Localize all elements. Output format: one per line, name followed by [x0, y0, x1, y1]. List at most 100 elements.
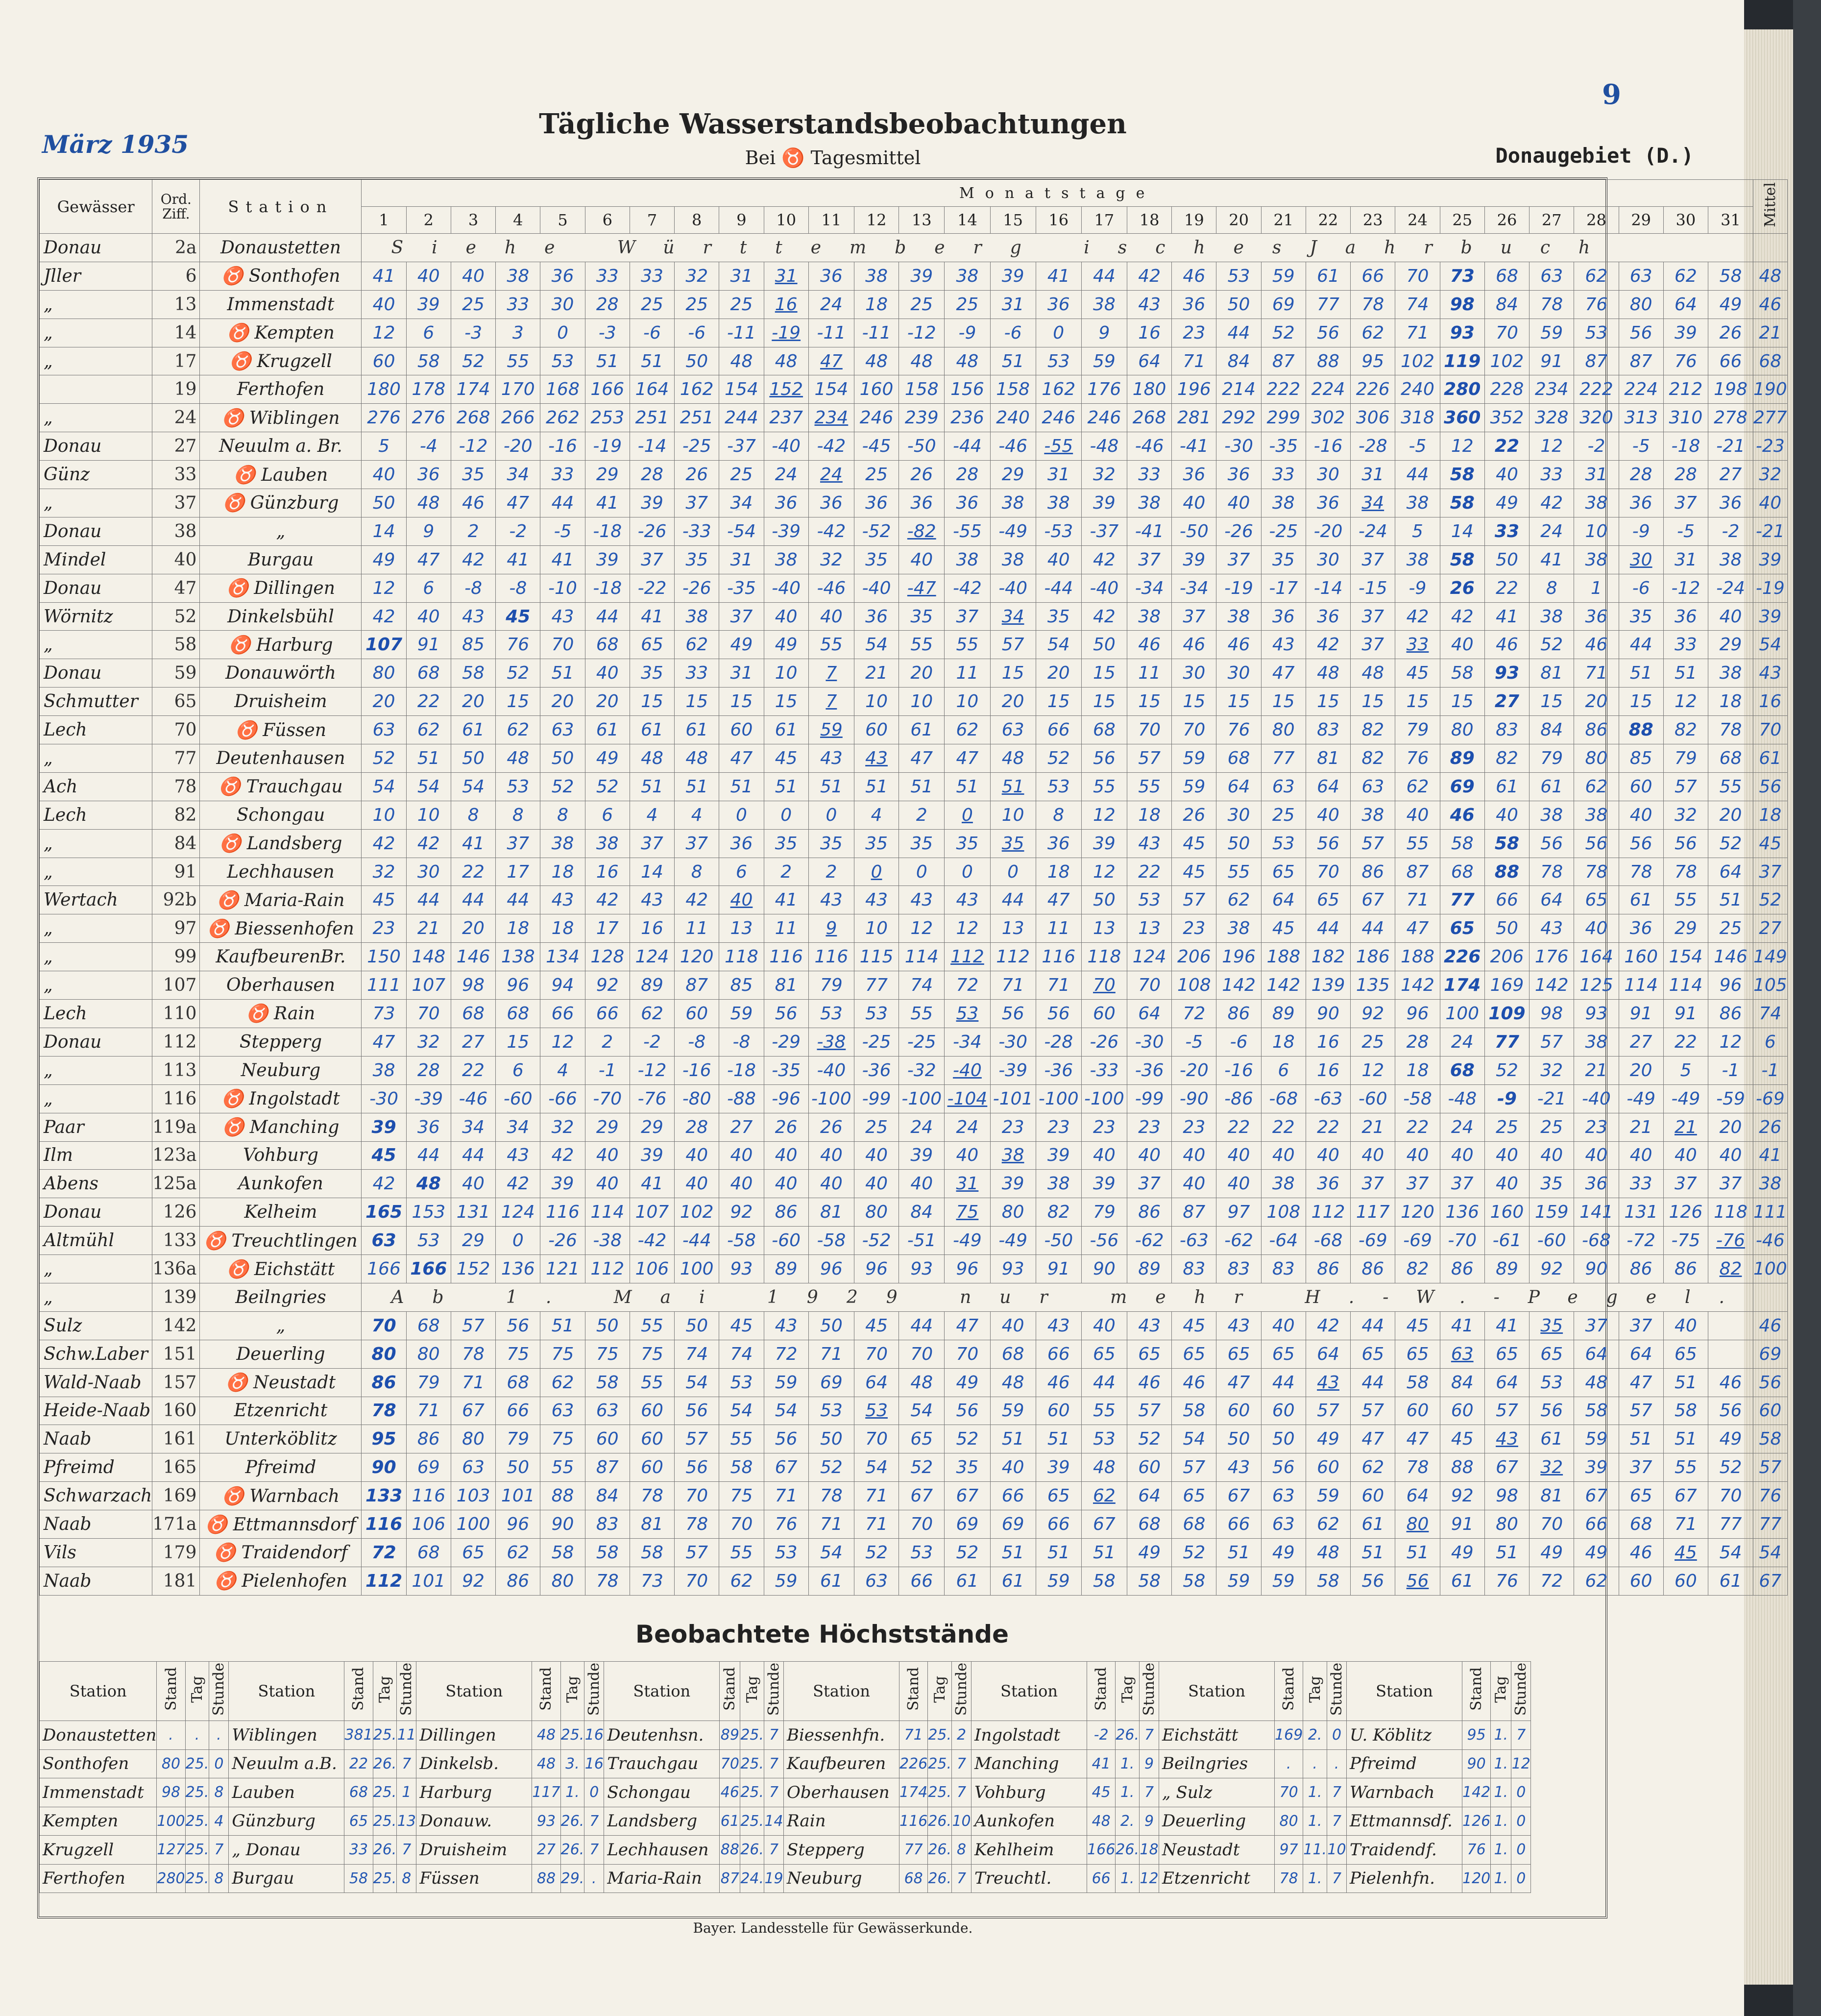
value-cell: 36 — [1035, 829, 1082, 858]
hoechststaende-title: Beobachtete Höchststände — [635, 1620, 1009, 1648]
value-cell: 83 — [1261, 1254, 1306, 1283]
day-header: 3 — [450, 206, 496, 234]
value-cell: 52 — [1529, 630, 1575, 660]
value-cell: 1 — [1574, 573, 1619, 603]
value-cell: 53 — [406, 1226, 451, 1255]
hs-stand: 68 — [344, 1778, 373, 1807]
value-cell: 36 — [1618, 914, 1664, 943]
value-cell: 60 — [1395, 1396, 1440, 1426]
value-cell: 15 — [1126, 687, 1172, 716]
value-cell: -55 — [944, 516, 991, 546]
value-cell: 111 — [361, 971, 407, 1000]
table-row: Ilm 123a Vohburg 45 44 44 43 42 40 39 40 40 40 40 40 39… — [39, 1141, 1788, 1170]
value-cell: 244 — [719, 403, 764, 433]
value-cell: 40 — [406, 602, 451, 631]
river-cell: Pfreimd — [39, 1453, 153, 1482]
table-row: Wörnitz 52 Dinkelsbühl 42 40 43 45 43 44 41 38 37 40… — [39, 602, 1788, 631]
value-cell: 25 — [719, 460, 764, 490]
value-cell: 50 — [540, 744, 585, 773]
station-cell: Kelheim — [199, 1198, 362, 1227]
value-cell: 100 — [450, 1510, 496, 1539]
value-cell: 71 — [808, 1510, 854, 1539]
value-cell: 83 — [584, 1510, 630, 1539]
table-row: Wald-Naab 157 ♉ Neustadt 86 79 71 68 62 58 55 54 53… — [39, 1368, 1788, 1397]
ord-cell: 142 — [152, 1311, 200, 1340]
value-cell: -19 — [763, 318, 809, 347]
value-cell: 38 — [1081, 290, 1127, 319]
value-cell: 53 — [808, 999, 854, 1028]
value-cell: 11 — [1126, 659, 1172, 688]
value-cell: 71 — [1035, 971, 1082, 1000]
value-cell: 178 — [406, 375, 451, 404]
value-cell: 15 — [719, 687, 764, 716]
river-cell: „ — [39, 971, 153, 1000]
value-cell: 49 — [1708, 290, 1753, 319]
value-cell: 60 — [719, 715, 764, 745]
hs-header-tag: Tag — [372, 1661, 397, 1721]
value-cell: 42 — [1081, 602, 1127, 631]
value-cell: 48 — [406, 489, 451, 517]
value-cell: 15 — [495, 687, 541, 716]
value-cell: 75 — [540, 1425, 585, 1454]
value-cell: 43 — [629, 885, 675, 915]
value-cell: -46 — [450, 1084, 496, 1113]
value-cell: 47 — [1395, 914, 1440, 943]
value-cell: -39 — [406, 1084, 451, 1113]
value-cell: 87 — [674, 971, 720, 1000]
value-cell: 66 — [1035, 715, 1082, 745]
station-cell: ♉ Ettmannsdorf — [199, 1510, 362, 1539]
hs-stand: 77 — [899, 1835, 928, 1865]
hs-station: Neustadt — [1159, 1835, 1275, 1865]
value-cell: 170 — [495, 375, 541, 404]
value-cell: 58 — [584, 1538, 630, 1567]
value-cell: -49 — [990, 516, 1036, 546]
value-cell: 20 — [450, 687, 496, 716]
value-cell: 90 — [540, 1510, 585, 1539]
hs-stunde: 1 — [396, 1778, 417, 1807]
value-cell: -101 — [990, 1084, 1036, 1113]
value-cell: -68 — [1574, 1226, 1619, 1255]
value-cell: 37 — [719, 602, 764, 631]
value-cell: 76 — [1663, 346, 1709, 376]
value-cell: 40 — [1618, 1141, 1664, 1170]
hs-tag: 1. — [1115, 1749, 1140, 1778]
value-cell: 45 — [1171, 1311, 1217, 1340]
value-cell: 23 — [1171, 914, 1217, 943]
value-cell: 176 — [1529, 942, 1575, 972]
table-row: Donau 47 ♉ Dillingen 12 6 -8 -8 -10 -18 -22 -26 -35… — [39, 573, 1788, 603]
hs-station: Traidendf. — [1346, 1835, 1462, 1865]
day-header: 29 — [1618, 206, 1664, 234]
mittel-cell: 39 — [1752, 545, 1788, 574]
river-cell: „ — [39, 346, 153, 376]
value-cell: 62 — [1574, 1566, 1619, 1596]
value-cell: 50 — [1484, 914, 1530, 943]
value-cell: 53 — [1261, 829, 1306, 858]
value-cell: 12 — [1081, 800, 1127, 830]
value-cell: 56 — [1708, 1396, 1753, 1426]
value-cell: 142 — [1216, 971, 1262, 1000]
value-cell: 15 — [1618, 687, 1664, 716]
value-cell: 40 — [1484, 1169, 1530, 1199]
day-header: 31 — [1708, 206, 1753, 234]
value-cell: 94 — [540, 971, 585, 1000]
mittel-cell: 40 — [1752, 489, 1788, 517]
value-cell: 40 — [1126, 1141, 1172, 1170]
value-cell: 53 — [763, 1538, 809, 1567]
value-cell: 84 — [1439, 1368, 1485, 1397]
hs-header-tag-label: Tag — [563, 1675, 581, 1703]
header-ord: Ord. Ziff. — [152, 179, 200, 234]
value-cell: 29 — [584, 1112, 630, 1142]
value-cell: 25 — [1708, 914, 1753, 943]
hs-stunde: 2 — [951, 1721, 972, 1750]
value-cell: 28 — [1618, 460, 1664, 490]
value-cell: 15 — [1081, 659, 1127, 688]
value-cell: 51 — [1395, 1538, 1440, 1567]
value-cell: 35 — [1261, 545, 1306, 574]
value-cell: 22 — [406, 687, 451, 716]
mittel-cell: 54 — [1752, 630, 1788, 660]
value-cell: 268 — [1126, 403, 1172, 433]
value-cell: 25 — [853, 1112, 899, 1142]
value-cell: 18 — [1261, 1027, 1306, 1057]
value-cell: -63 — [1305, 1084, 1351, 1113]
value-cell: 96 — [1395, 999, 1440, 1028]
